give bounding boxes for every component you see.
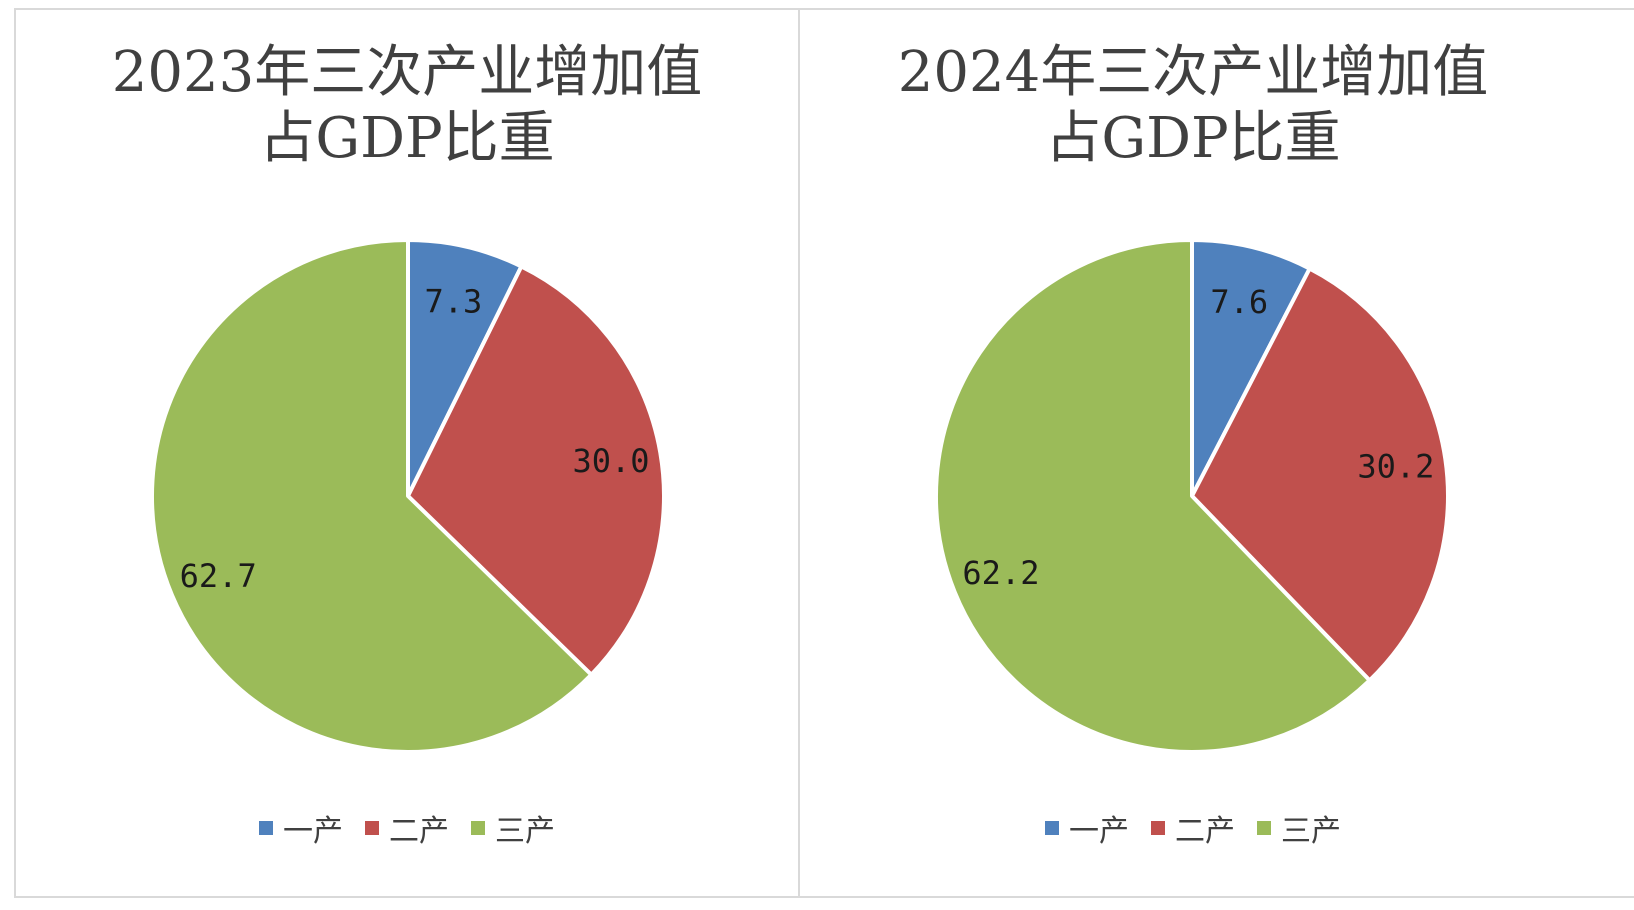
data-label: 7.3 bbox=[424, 283, 482, 321]
chart-title-line-2: 占GDP比重 bbox=[1045, 106, 1341, 171]
legend-swatch bbox=[1257, 821, 1271, 835]
legend-label: 三产 bbox=[1281, 814, 1341, 849]
pie-slice-三产 bbox=[934, 238, 1372, 754]
legend: 一产 二产 三产 bbox=[16, 806, 798, 850]
pie-chart: 7.3 30.0 62.7 bbox=[150, 238, 666, 754]
pie-slice-三产 bbox=[150, 238, 594, 754]
data-label: 62.7 bbox=[180, 557, 257, 595]
pie-slice-一产 bbox=[1190, 238, 1312, 498]
chart-panel-2024: 2024年三次产业增加值 占GDP比重 7.6 30.2 62.2 一产 二产 三产 bbox=[798, 8, 1634, 898]
pie-chart: 7.6 30.2 62.2 bbox=[934, 238, 1450, 754]
legend-swatch bbox=[471, 821, 485, 835]
data-label: 62.2 bbox=[962, 554, 1039, 592]
legend-item: 二产 bbox=[365, 806, 449, 850]
pie-slice-二产 bbox=[1190, 266, 1450, 683]
legend-item: 一产 bbox=[259, 806, 343, 850]
data-label: 30.2 bbox=[1357, 447, 1434, 485]
chart-title-line-1: 2023年三次产业增加值 bbox=[111, 40, 703, 105]
legend-item: 二产 bbox=[1151, 806, 1235, 850]
legend-swatch bbox=[365, 821, 379, 835]
chart-title-line-1: 2024年三次产业增加值 bbox=[897, 40, 1489, 105]
legend-label: 一产 bbox=[1069, 814, 1129, 849]
legend-swatch bbox=[1151, 821, 1165, 835]
legend-item: 一产 bbox=[1045, 806, 1129, 850]
legend-swatch bbox=[259, 821, 273, 835]
data-label: 7.6 bbox=[1210, 283, 1268, 321]
pie-slice-二产 bbox=[406, 264, 666, 677]
data-label: 30.0 bbox=[573, 442, 650, 480]
pie-slice-一产 bbox=[406, 238, 524, 498]
chart-title: 2023年三次产业增加值 占GDP比重 bbox=[16, 40, 798, 172]
legend-label: 二产 bbox=[1175, 814, 1235, 849]
legend-label: 一产 bbox=[283, 814, 343, 849]
chart-title-line-2: 占GDP比重 bbox=[259, 106, 555, 171]
legend-swatch bbox=[1045, 821, 1059, 835]
legend-item: 三产 bbox=[471, 806, 555, 850]
legend-item: 三产 bbox=[1257, 806, 1341, 850]
legend: 一产 二产 三产 bbox=[800, 806, 1586, 850]
chart-title: 2024年三次产业增加值 占GDP比重 bbox=[800, 40, 1586, 172]
chart-panel-2023: 2023年三次产业增加值 占GDP比重 7.3 30.0 62.7 一产 二产 三产 bbox=[14, 8, 800, 898]
legend-label: 二产 bbox=[389, 814, 449, 849]
legend-label: 三产 bbox=[495, 814, 555, 849]
